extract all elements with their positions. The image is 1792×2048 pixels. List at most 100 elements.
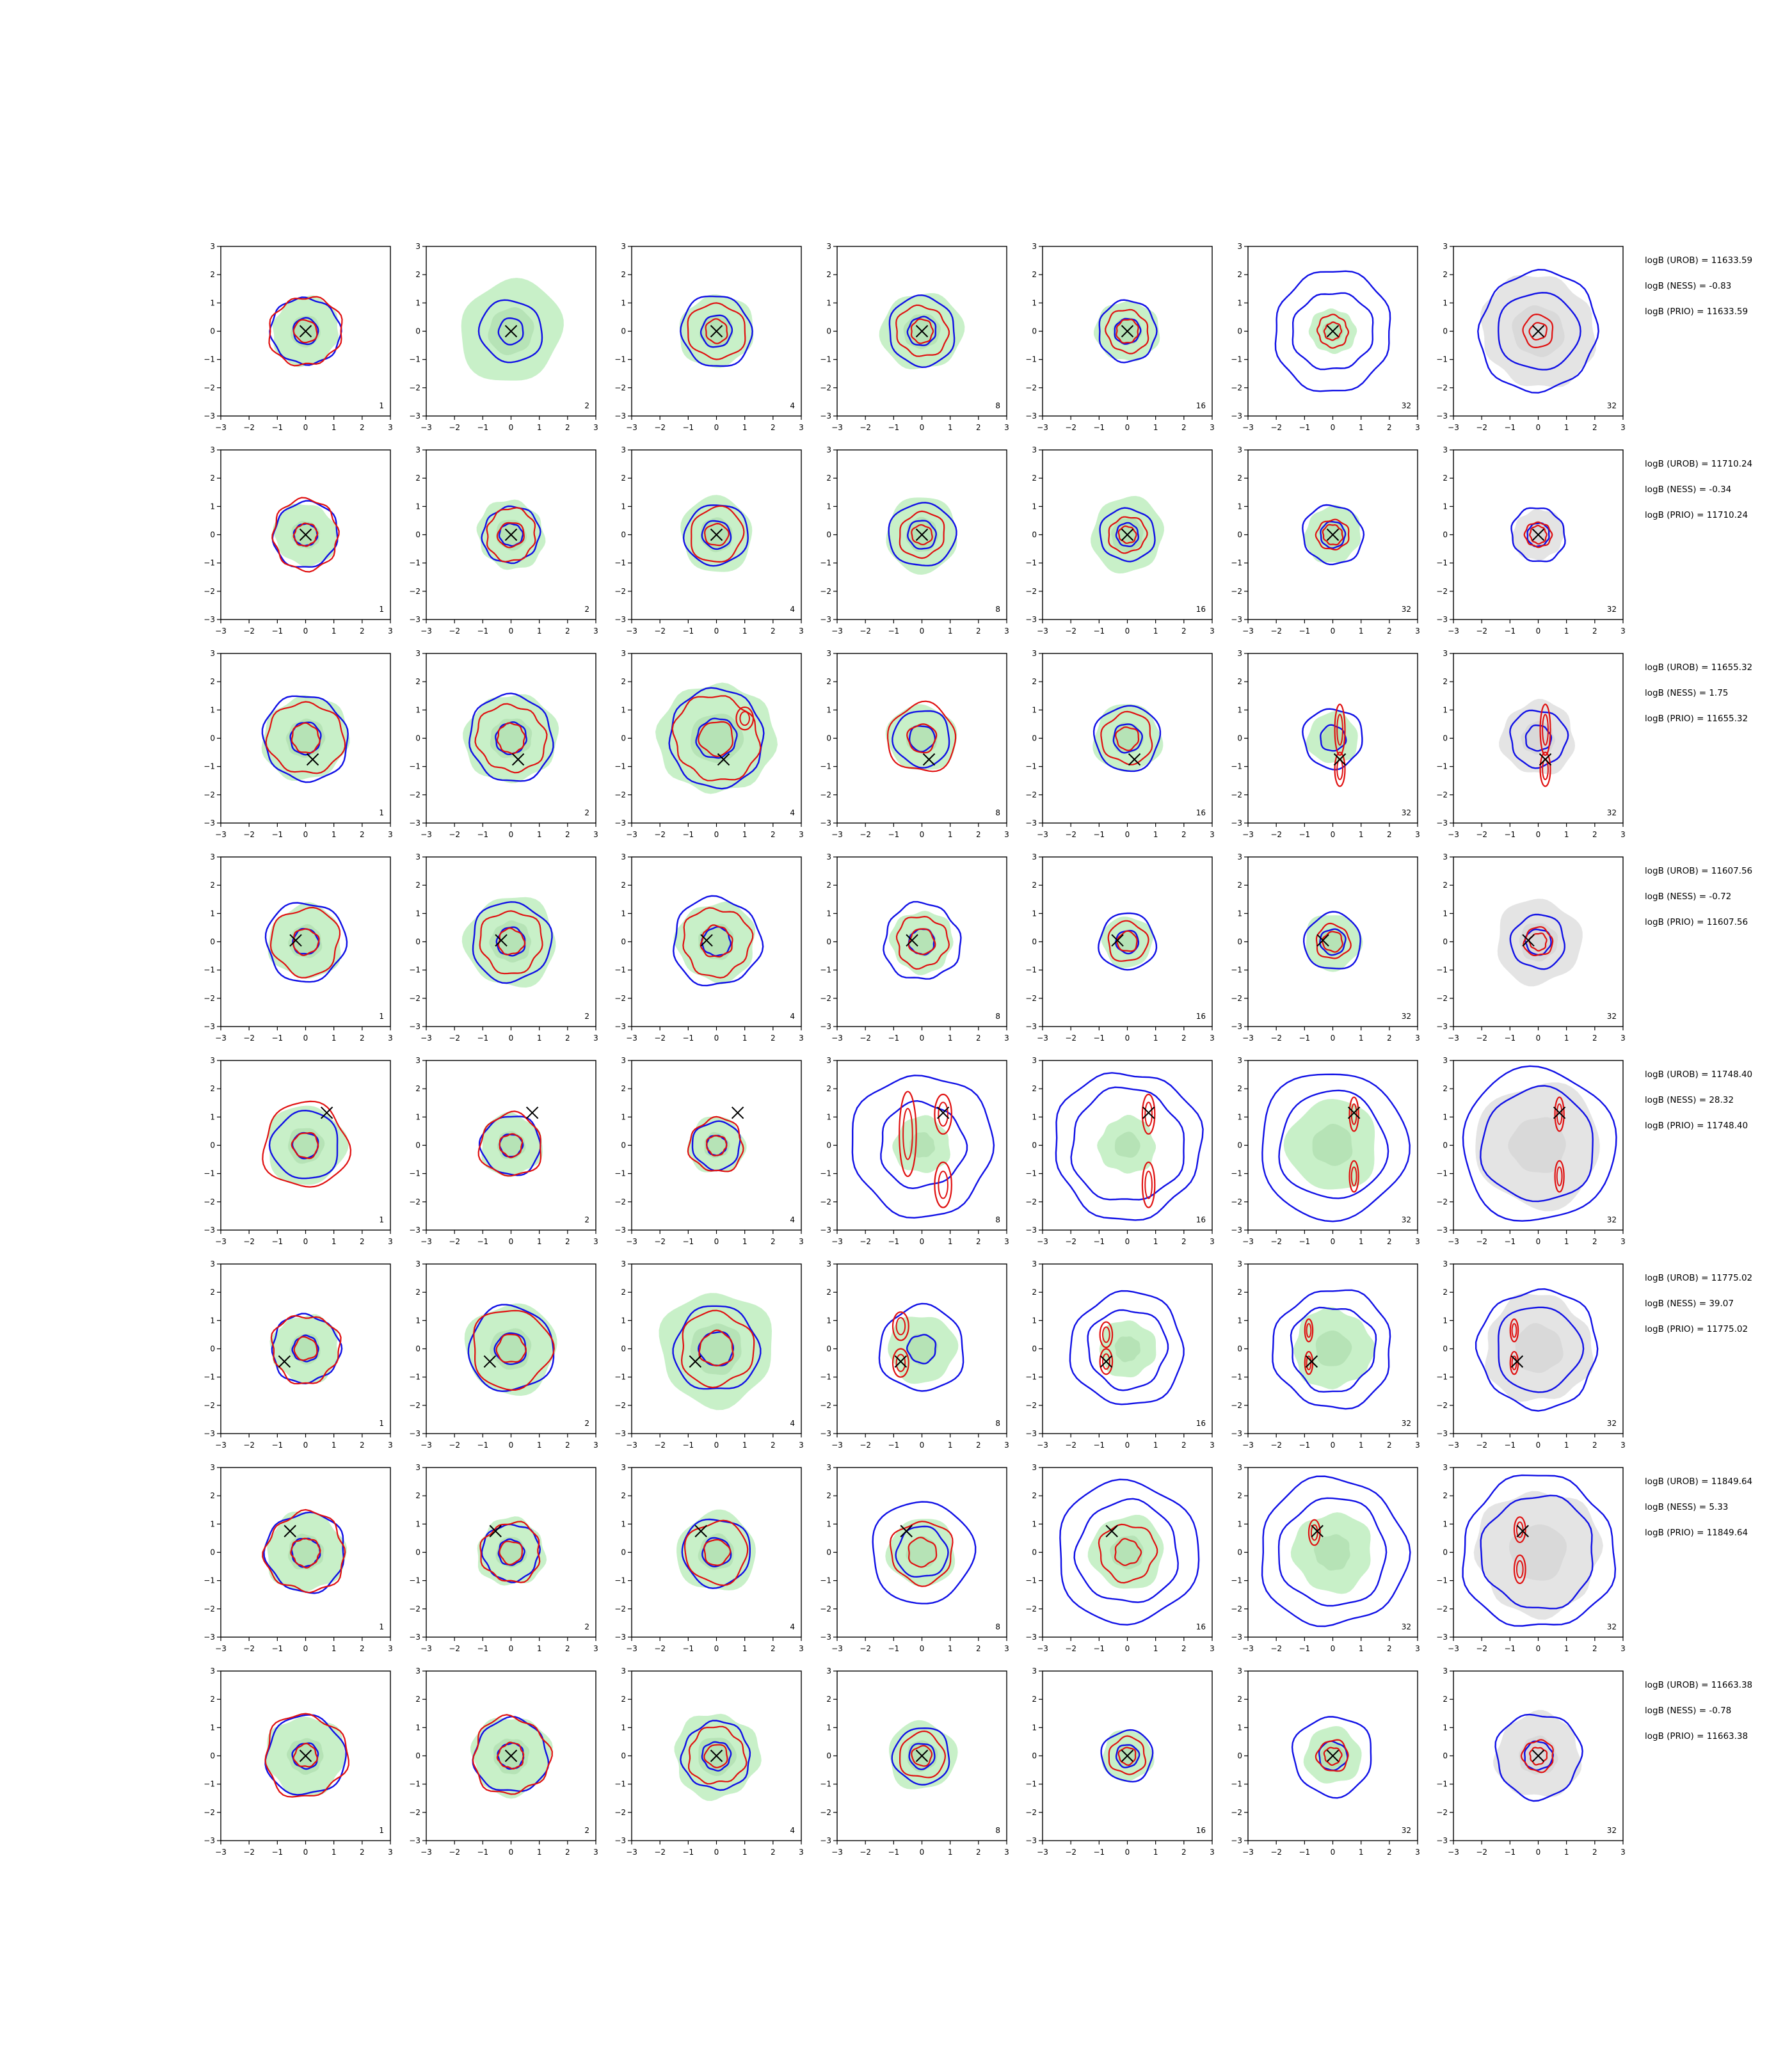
blue-contour: [1098, 912, 1158, 971]
x-tick-label: 1: [332, 1848, 337, 1857]
x-tick-label: 2: [1387, 830, 1392, 839]
true-value-marker: [504, 1749, 518, 1763]
blue-contour: [680, 1720, 751, 1791]
true-value-marker: [483, 1355, 497, 1368]
panel-count-label: 2: [584, 1419, 589, 1428]
y-tick-label: −1: [1231, 1780, 1242, 1789]
y-tick-label: −3: [820, 1022, 831, 1031]
y-tick-label: −3: [409, 819, 420, 828]
blue-contour: [1073, 1498, 1179, 1603]
y-tick-label: −3: [1025, 412, 1037, 420]
blue-contour: [1475, 1288, 1599, 1412]
x-tick-label: 3: [593, 830, 598, 839]
x-tick-label: −3: [831, 1848, 843, 1857]
y-tick-label: 2: [621, 270, 626, 279]
y-tick-label: 0: [1237, 1752, 1242, 1761]
true-value-marker: [900, 1524, 913, 1538]
panel-r8-c1: −3 −2 −1 0 1 2 3 −3 −2 −1 0 1 2 3 1: [204, 1667, 393, 1857]
x-tick-label: 0: [303, 1848, 308, 1857]
y-tick-label: −1: [1436, 559, 1448, 568]
x-tick-label: −3: [420, 627, 432, 636]
y-tick-label: 3: [621, 1260, 626, 1268]
y-tick-label: −3: [614, 1429, 626, 1438]
x-tick-label: −2: [243, 1034, 255, 1043]
y-tick-label: 0: [1237, 327, 1242, 336]
y-tick-label: 1: [415, 1112, 420, 1121]
y-tick-label: 2: [1237, 1288, 1242, 1297]
x-tick-label: −1: [888, 1237, 899, 1246]
x-tick-label: −1: [1504, 1848, 1516, 1857]
x-tick-label: −2: [1476, 1441, 1487, 1450]
y-tick-label: 1: [1032, 1112, 1037, 1121]
y-tick-label: 2: [621, 474, 626, 483]
panel-r7-c4: −3 −2 −1 0 1 2 3 −3 −2 −1 0 1 2 3 8: [820, 1463, 1009, 1653]
y-tick-label: −1: [820, 559, 831, 568]
blue-contour: [888, 502, 957, 567]
x-tick-label: −1: [271, 1644, 283, 1653]
red-contour: [1098, 1523, 1158, 1584]
x-tick-label: −3: [1448, 627, 1459, 636]
x-tick-label: −1: [888, 1441, 899, 1450]
x-tick-label: 1: [948, 1034, 953, 1043]
x-tick-label: −3: [1037, 1237, 1048, 1246]
blue-contour: [271, 1313, 343, 1385]
y-tick-label: −1: [614, 1576, 626, 1585]
x-tick-label: −1: [888, 627, 899, 636]
panel-r1-c7: −3 −2 −1 0 1 2 3 −3 −2 −1 0 1 2 3 32: [1436, 242, 1626, 432]
y-tick-label: −3: [204, 1633, 215, 1642]
x-tick-label: 3: [593, 1441, 598, 1450]
y-tick-label: 0: [210, 1345, 215, 1354]
y-tick-label: −3: [204, 1226, 215, 1235]
logB-stat: logB (PRIO) = 11748.40: [1645, 1121, 1748, 1131]
x-tick-label: −1: [1504, 1441, 1516, 1450]
red-mode-contour: [1511, 1323, 1517, 1338]
blue-contour: [1320, 520, 1347, 549]
red-contour: [486, 507, 536, 563]
x-tick-label: 1: [742, 627, 748, 636]
x-tick-label: 2: [1387, 627, 1392, 636]
y-tick-label: 2: [621, 1084, 626, 1093]
red-contour: [499, 1540, 523, 1565]
y-tick-label: 0: [1443, 1752, 1448, 1761]
x-tick-label: −3: [831, 423, 843, 432]
x-tick-label: 3: [1415, 1644, 1420, 1653]
y-tick-label: 2: [1032, 1084, 1037, 1093]
y-tick-label: 1: [210, 502, 215, 511]
y-tick-label: −3: [1436, 1226, 1448, 1235]
x-tick-label: −1: [682, 1644, 694, 1653]
blue-contour: [1302, 504, 1365, 566]
red-contour: [705, 1135, 728, 1156]
panel-r7-c7: −3 −2 −1 0 1 2 3 −3 −2 −1 0 1 2 3 32: [1436, 1463, 1626, 1653]
x-tick-label: −1: [477, 1644, 488, 1653]
y-tick-label: −3: [204, 1836, 215, 1845]
red-contour: [1323, 321, 1343, 341]
x-tick-label: 0: [920, 1848, 925, 1857]
x-tick-label: 3: [388, 1034, 393, 1043]
red-contour: [1523, 521, 1553, 548]
x-tick-label: −3: [1242, 627, 1254, 636]
y-tick-label: −1: [1025, 1576, 1037, 1585]
x-tick-label: −2: [1270, 423, 1282, 432]
y-tick-label: −3: [1025, 1022, 1037, 1031]
y-tick-label: −1: [1025, 1780, 1037, 1789]
y-tick-label: 1: [1032, 502, 1037, 511]
red-mode-contour: [1099, 1348, 1114, 1375]
x-tick-label: 2: [771, 1848, 776, 1857]
y-tick-label: −3: [820, 1226, 831, 1235]
x-tick-label: −1: [477, 1441, 488, 1450]
x-tick-label: 1: [1153, 1034, 1158, 1043]
y-tick-label: 2: [1032, 1695, 1037, 1704]
x-tick-label: 3: [799, 1034, 804, 1043]
x-tick-label: 2: [1181, 423, 1187, 432]
y-tick-label: 1: [1237, 1723, 1242, 1732]
x-tick-label: −1: [888, 1644, 899, 1653]
x-tick-label: 3: [1415, 1848, 1420, 1857]
red-contour: [473, 1309, 555, 1391]
y-tick-label: −1: [1436, 966, 1448, 975]
y-tick-label: 0: [826, 327, 831, 336]
y-tick-label: 1: [826, 1519, 831, 1528]
y-tick-label: −2: [820, 1604, 831, 1613]
y-tick-label: −3: [204, 1429, 215, 1438]
y-tick-label: −1: [1231, 1169, 1242, 1178]
blue-contour: [672, 895, 764, 987]
